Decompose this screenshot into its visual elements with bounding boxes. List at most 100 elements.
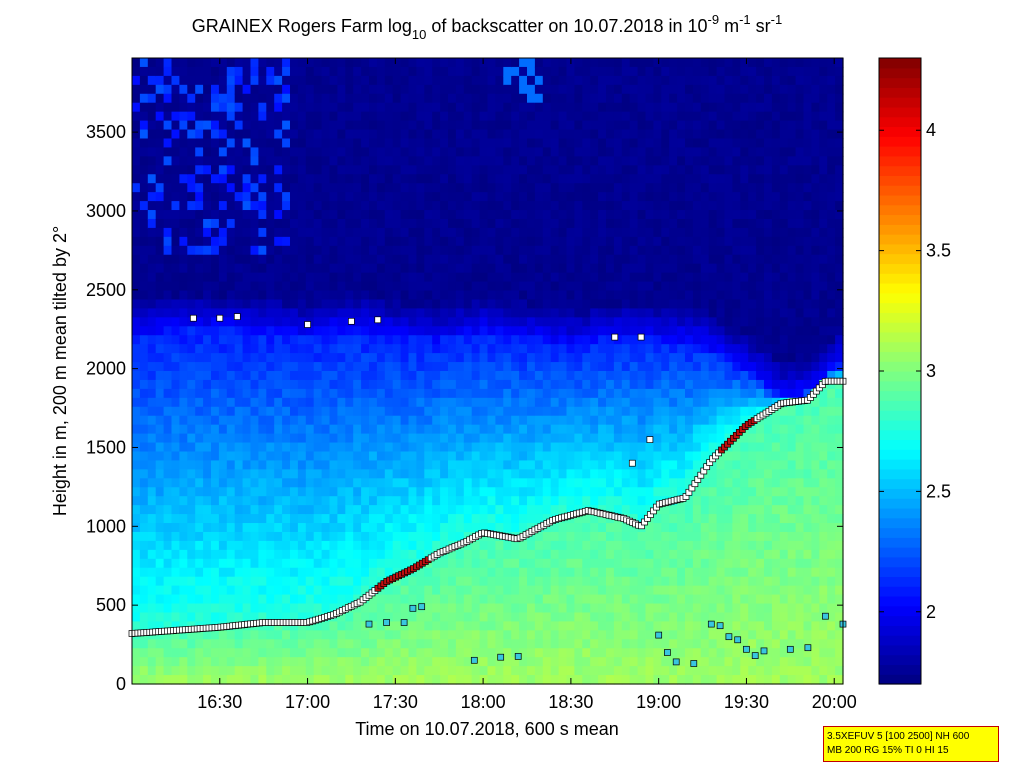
heatmap-cell [455,567,465,578]
heatmap-cell [487,210,496,220]
heatmap-cell [242,120,252,131]
heatmap-cell [479,290,489,301]
heatmap-cell [282,272,291,283]
heatmap-cell [376,460,386,470]
heatmap-cell [661,75,670,86]
heatmap-cell [495,487,504,497]
heatmap-cell [511,406,520,417]
heatmap-cell [329,192,338,202]
heatmap-cell [337,174,346,184]
heatmap-cell [313,630,323,640]
heatmap-cell [226,603,236,614]
heatmap-cell [503,567,512,578]
heatmap-cell [685,523,694,533]
heatmap-cell [400,183,410,193]
heatmap-cell [613,75,623,86]
heatmap-cell [297,362,307,372]
heatmap-cell [305,612,315,622]
heatmap-cell [448,594,457,605]
heatmap-cell [408,344,417,354]
heatmap-cell [463,192,473,202]
heatmap-cell [384,442,394,453]
heatmap-cell [669,415,678,426]
heatmap-cell [218,254,228,265]
heatmap-cell [645,666,654,676]
heatmap-cell [653,326,662,336]
heatmap-cell [653,66,662,77]
heatmap-cell [542,630,552,640]
heatmap-cell [685,245,694,256]
heatmap-cell [290,156,299,166]
heatmap-cell [669,639,678,649]
heatmap-cell [440,263,449,274]
heatmap-cell [179,75,188,86]
heatmap-cell [471,317,481,327]
heatmap-cell [503,335,512,345]
heatmap-cell [542,236,552,247]
heatmap-cell [242,496,252,506]
heatmap-cell [337,621,346,631]
heatmap-cell [661,290,670,301]
heatmap-cell [598,531,607,542]
heatmap-cell [163,245,173,256]
heatmap-cell [282,165,291,175]
heatmap-cell [487,442,496,453]
heatmap-cell [274,362,283,372]
heatmap-cell [692,111,702,122]
heatmap-cell [558,102,568,113]
heatmap-cell [163,451,173,462]
heatmap-cell [195,496,204,506]
heatmap-cell [677,227,686,238]
heatmap-cell [384,174,394,184]
heatmap-cell [637,147,647,157]
heatmap-cell [598,415,607,426]
heatmap-cell [234,102,244,113]
heatmap-cell [432,478,441,488]
heatmap-cell [637,433,647,444]
heatmap-cell [590,120,599,131]
heatmap-cell [361,218,370,229]
heatmap-cell [669,540,678,551]
heatmap-cell [582,254,591,265]
heatmap-cell [384,201,394,211]
heatmap-cell [329,451,338,462]
heatmap-cell [226,210,236,220]
heatmap-cell [685,424,694,435]
heatmap-cell [258,379,267,390]
heatmap-cell [432,281,441,292]
heatmap-cell [653,218,662,229]
heatmap-cell [621,93,631,104]
heatmap-cell [606,496,615,506]
heatmap-cell [132,496,141,506]
heatmap-cell [258,308,267,318]
heatmap-cell [195,245,204,256]
heatmap-cell [321,183,331,193]
heatmap-cell [266,442,275,453]
heatmap-cell [519,263,528,274]
heatmap-cell [361,174,370,184]
heatmap-cell [550,210,560,220]
heatmap-cell [313,675,323,685]
heatmap-cell [290,236,299,247]
heatmap-cell [266,603,275,614]
heatmap-cell [258,585,267,596]
heatmap-cell [234,576,244,587]
heatmap-cell [258,66,267,77]
heatmap-cell [455,648,465,658]
heatmap-cell [613,147,623,157]
heatmap-cell [424,487,433,497]
heatmap-cell [613,210,623,220]
heatmap-cell [463,102,473,113]
heatmap-cell [566,460,575,470]
heatmap-cell [361,531,370,542]
heatmap-cell [282,585,291,596]
heatmap-cell [353,576,362,587]
heatmap-cell [282,379,291,390]
heatmap-cell [432,675,441,685]
heatmap-cell [613,218,623,229]
heatmap-cell [471,66,481,77]
heatmap-cell [132,594,141,605]
heatmap-cell [606,451,615,462]
heatmap-cell [242,353,252,363]
heatmap-cell [685,290,694,301]
